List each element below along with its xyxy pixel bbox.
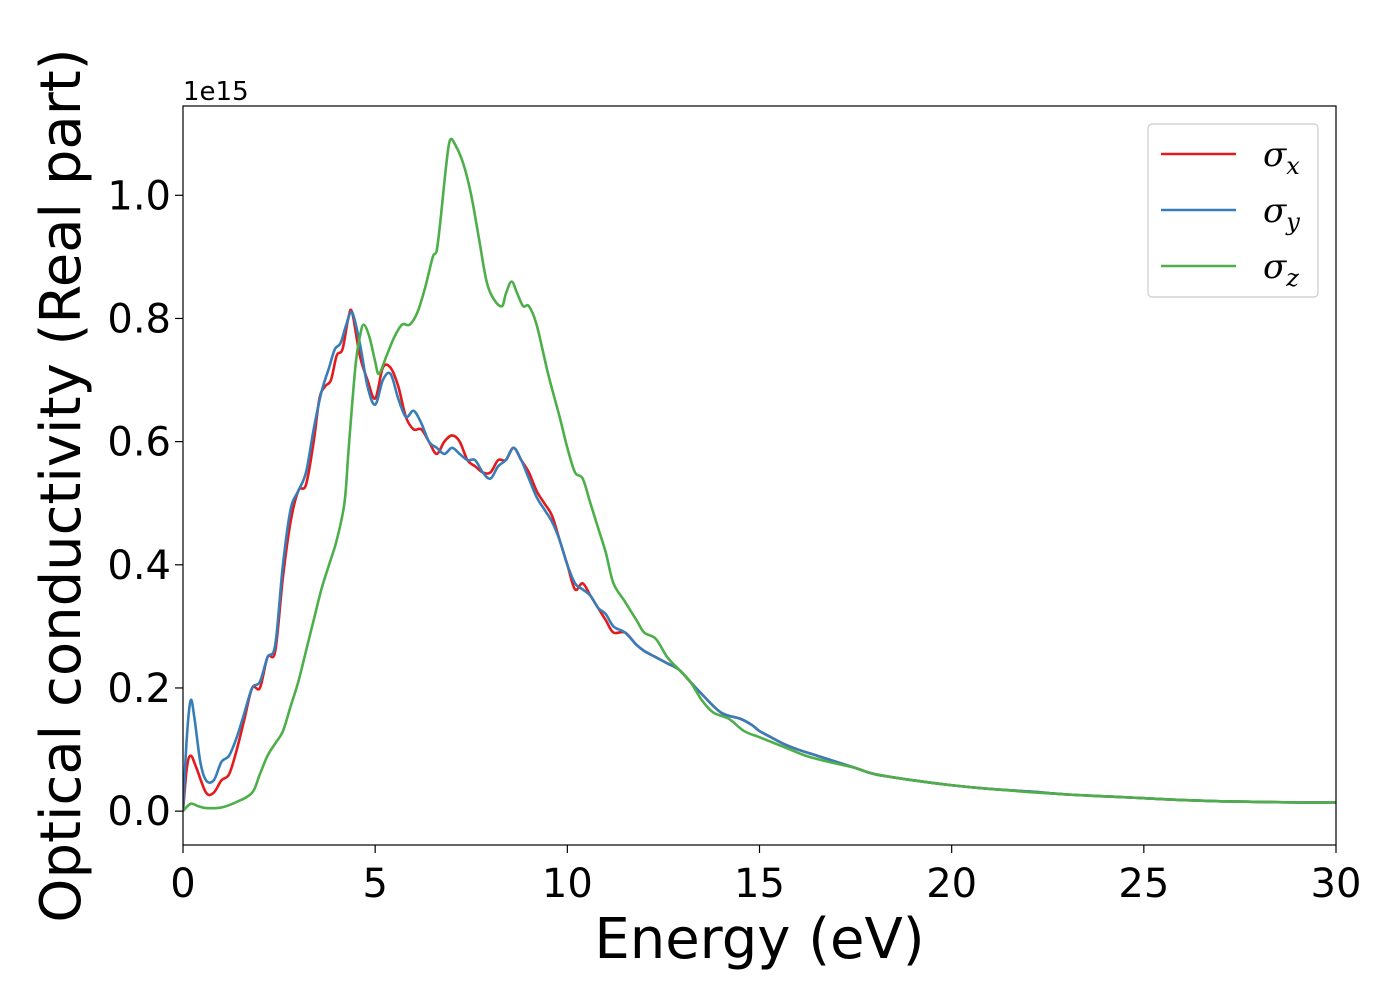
x-tick-label: 5 [362, 861, 387, 907]
series-line-y [183, 310, 1336, 812]
legend-entry-y: σy [1263, 191, 1300, 236]
legend-entry-x: σx [1263, 135, 1300, 180]
x-tick-label: 10 [542, 861, 593, 907]
y-tick-label: 0.0 [107, 789, 171, 835]
y-axis-ticks: 0.0 0.2 0.4 0.6 0.8 1.0 [107, 173, 183, 835]
legend: σx σy σz [1147, 123, 1319, 298]
y-offset-label: 1e15 [183, 77, 249, 107]
y-tick-label: 0.4 [107, 543, 171, 589]
x-tick-label: 20 [926, 861, 977, 907]
y-tick-label: 0.6 [107, 420, 171, 466]
x-axis-ticks: 0 5 10 15 20 25 30 [170, 845, 1361, 907]
legend-entry-z: σz [1263, 247, 1299, 292]
x-axis-label: Energy (eV) [594, 907, 924, 972]
x-tick-label: 25 [1118, 861, 1169, 907]
series-layer [183, 137, 1336, 813]
x-tick-label: 15 [734, 861, 785, 907]
y-axis-label: Optical conductivity (Real part) [29, 48, 94, 922]
y-tick-label: 0.8 [107, 296, 171, 342]
x-tick-label: 30 [1311, 861, 1362, 907]
series-line-z [183, 137, 1336, 813]
y-tick-label: 0.2 [107, 666, 171, 712]
x-tick-label: 0 [170, 861, 195, 907]
y-tick-label: 1.0 [107, 173, 171, 219]
